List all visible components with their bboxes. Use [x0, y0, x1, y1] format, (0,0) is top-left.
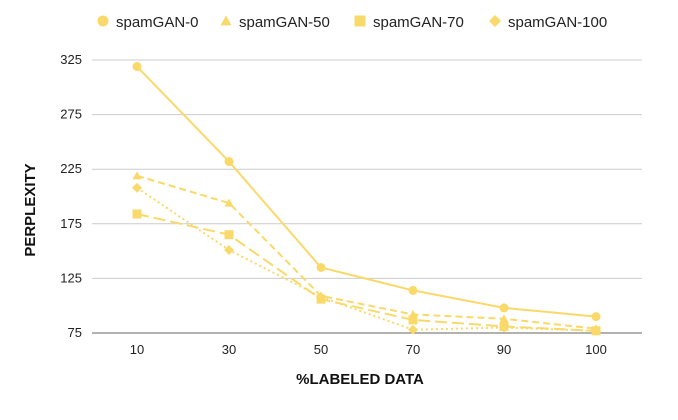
gridlines: [92, 59, 642, 334]
legend-item: spamGAN-50: [220, 14, 330, 31]
series-spamGAN-100: [132, 182, 601, 336]
data-point: [316, 292, 326, 302]
legend-marker-square-icon: [354, 15, 366, 27]
series-line: [136, 65, 597, 318]
legend-label: spamGAN-50: [239, 14, 330, 31]
legend-marker-diamond-icon: [488, 14, 502, 28]
legend-item: spamGAN-0: [97, 14, 199, 31]
series-spamGAN-0: [132, 62, 601, 322]
x-tick-label: 90: [497, 342, 511, 357]
x-tick-label: 70: [406, 342, 420, 357]
data-point: [224, 230, 234, 240]
legend-item: spamGAN-100: [488, 14, 607, 31]
data-point: [591, 312, 601, 322]
legend: spamGAN-0 spamGAN-50 spamGAN-70 spamGAN-100: [97, 14, 607, 31]
legend-label: spamGAN-100: [508, 14, 607, 31]
legend-marker-triangle-icon: [220, 15, 232, 26]
data-point: [591, 325, 601, 336]
y-axis-ticks: 75 125 175 225 275 325: [60, 52, 82, 340]
data-point: [224, 198, 234, 207]
legend-item: spamGAN-70: [354, 14, 464, 31]
legend-marker-circle-icon: [97, 15, 109, 27]
series-spamGAN-50: [132, 171, 601, 333]
series-group: [132, 62, 601, 336]
x-tick-label: 100: [585, 342, 607, 357]
y-tick-label: 175: [60, 216, 82, 231]
data-point: [408, 315, 418, 325]
data-point: [499, 314, 509, 323]
data-point: [132, 182, 142, 193]
data-point: [499, 303, 509, 313]
x-tick-label: 30: [222, 342, 236, 357]
data-point: [224, 157, 234, 167]
series-line: [136, 212, 597, 332]
data-point: [316, 262, 326, 272]
y-tick-label: 275: [60, 107, 82, 122]
series-line: [136, 174, 597, 330]
y-tick-label: 325: [60, 52, 82, 67]
data-point: [132, 62, 142, 72]
y-tick-label: 75: [68, 325, 82, 340]
data-point: [132, 171, 142, 180]
data-point: [408, 285, 418, 295]
legend-label: spamGAN-70: [373, 14, 464, 31]
x-tick-label: 50: [314, 342, 328, 357]
y-tick-label: 125: [60, 270, 82, 285]
series-spamGAN-70: [132, 209, 601, 336]
data-point: [224, 245, 234, 255]
x-tick-label: 10: [130, 342, 144, 357]
data-point: [408, 324, 418, 335]
data-point: [499, 322, 509, 333]
legend-label: spamGAN-0: [116, 14, 199, 31]
y-tick-label: 225: [60, 161, 82, 176]
x-axis-ticks: 10 30 50 70 90 100: [130, 342, 607, 357]
x-axis-title: %LABELED DATA: [296, 371, 424, 388]
y-axis-title: PERPLEXITY: [22, 163, 39, 256]
data-point: [132, 209, 142, 219]
